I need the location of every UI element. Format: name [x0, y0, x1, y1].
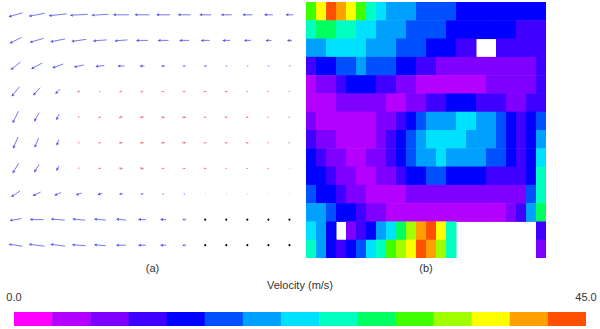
- svg-text:(a): (a): [146, 262, 159, 274]
- svg-text:(b): (b): [419, 262, 432, 274]
- svg-text:Velocity (m/s): Velocity (m/s): [267, 279, 333, 291]
- svg-text:45.0: 45.0: [575, 291, 596, 303]
- svg-text:0.0: 0.0: [6, 291, 21, 303]
